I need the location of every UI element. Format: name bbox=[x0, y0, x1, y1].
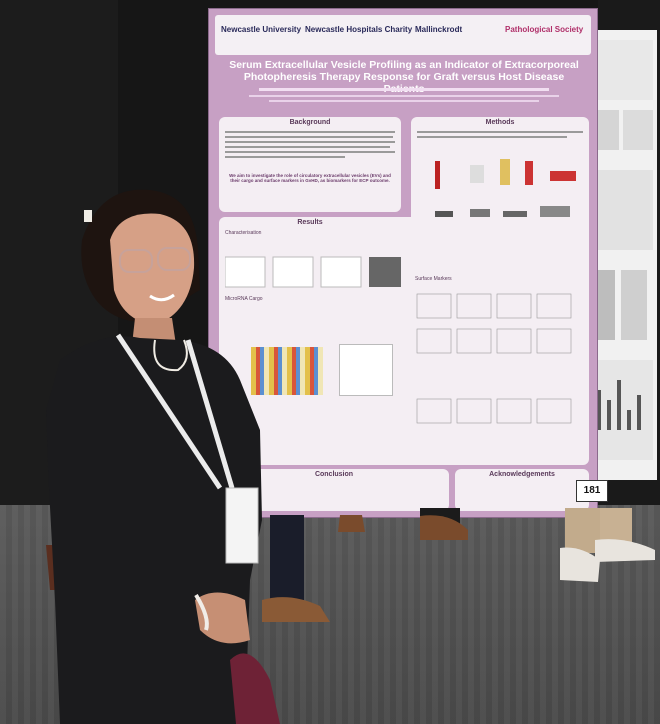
results-heading: Results bbox=[297, 219, 323, 226]
logo-pathological-society: Pathological Society bbox=[505, 25, 584, 34]
surface-marker-plots bbox=[416, 293, 572, 424]
acknowledgements-panel: Acknowledgements bbox=[455, 469, 589, 511]
aim-statement: We aim to investigate the role of circul… bbox=[229, 173, 391, 183]
author-text-lines bbox=[249, 88, 559, 102]
logo-newcastle-university: Newcastle University bbox=[221, 25, 302, 34]
surface-markers-heading: Surface Markers bbox=[415, 276, 452, 282]
characterisation-figures bbox=[225, 256, 401, 288]
characterisation-heading: Characterisation bbox=[225, 230, 262, 236]
poster-number-tag: 181 bbox=[576, 480, 608, 502]
background-panel: Background We aim to investigate the rol… bbox=[219, 117, 401, 212]
poster-title: Serum Extracellular Vesicle Profiling as… bbox=[229, 59, 579, 95]
background-heading: Background bbox=[289, 119, 331, 126]
logo-mallinckrodt: Mallinckrodt bbox=[415, 25, 463, 34]
methods-heading: Methods bbox=[485, 119, 515, 126]
mirna-table bbox=[339, 344, 393, 396]
results-panel: Results Characterisation MicroRNA Cargo … bbox=[219, 217, 589, 465]
conclusion-heading: Conclusion bbox=[314, 471, 354, 478]
research-poster: Newcastle University Newcastle Hospitals… bbox=[208, 8, 598, 518]
acknowledgements-heading: Acknowledgements bbox=[489, 471, 555, 478]
logo-banner: Newcastle University Newcastle Hospitals… bbox=[215, 15, 591, 55]
poster-title-line-1: Serum Extracellular Vesicle Profiling as… bbox=[229, 59, 579, 71]
logo-newcastle-hospitals-charity: Newcastle Hospitals Charity bbox=[305, 25, 413, 34]
microrna-cargo-heading: MicroRNA Cargo bbox=[225, 296, 263, 302]
background-text-lines bbox=[225, 131, 395, 158]
poster-authors bbox=[239, 87, 569, 110]
mirna-heatmap bbox=[251, 347, 323, 395]
